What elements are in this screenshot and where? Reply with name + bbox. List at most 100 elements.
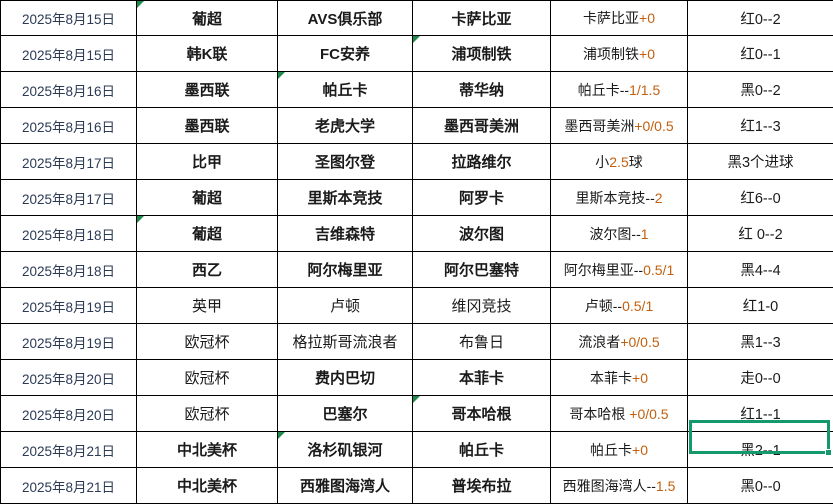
cell-match-date[interactable]: 2025年8月20日 <box>1 360 137 396</box>
cell-result[interactable]: 黑1--3 <box>688 324 833 360</box>
cell-handicap[interactable]: 小2.5球 <box>551 144 688 180</box>
cell-home-team[interactable]: 洛杉矶银河 <box>278 432 413 468</box>
cell-handicap[interactable]: 帕丘卡--1/1.5 <box>551 72 688 108</box>
cell-handicap[interactable]: 卡萨比亚+0 <box>551 1 688 36</box>
cell-handicap[interactable]: 帕丘卡+0 <box>551 432 688 468</box>
cell-league[interactable]: 欧冠杯 <box>137 396 278 432</box>
cell-away-team[interactable]: 墨西哥美洲 <box>413 108 551 144</box>
cell-match-date[interactable]: 2025年8月18日 <box>1 252 137 288</box>
cell-home-team[interactable]: 卢顿 <box>278 288 413 324</box>
cell-handicap[interactable]: 波尔图--1 <box>551 216 688 252</box>
cell-handicap[interactable]: 本菲卡+0 <box>551 360 688 396</box>
cell-match-date[interactable]: 2025年8月16日 <box>1 108 137 144</box>
cell-league[interactable]: 墨西联 <box>137 108 278 144</box>
cell-home-team[interactable]: 圣图尔登 <box>278 144 413 180</box>
cell-handicap[interactable]: 哥本哈根 +0/0.5 <box>551 396 688 432</box>
cell-result[interactable]: 黑0--0 <box>688 468 833 504</box>
cell-handicap[interactable]: 西雅图海湾人--1.5 <box>551 468 688 504</box>
cell-league[interactable]: 葡超 <box>137 180 278 216</box>
cell-match-date[interactable]: 2025年8月21日 <box>1 432 137 468</box>
cell-match-date[interactable]: 2025年8月15日 <box>1 1 137 36</box>
cell-home-team[interactable]: 阿尔梅里亚 <box>278 252 413 288</box>
cell-handicap[interactable]: 里斯本竞技--2 <box>551 180 688 216</box>
cell-league[interactable]: 欧冠杯 <box>137 360 278 396</box>
cell-result[interactable]: 黑3个进球 <box>688 144 833 180</box>
cell-result[interactable]: 红 0--2 <box>688 216 833 252</box>
cell-away-team[interactable]: 哥本哈根 <box>413 396 551 432</box>
cell-home-team[interactable]: FC安养 <box>278 36 413 72</box>
cell-league[interactable]: 比甲 <box>137 144 278 180</box>
cell-result[interactable]: 红0--1 <box>688 36 833 72</box>
cell-home-team[interactable]: AVS俱乐部 <box>278 1 413 36</box>
table-row[interactable]: 2025年8月17日比甲圣图尔登拉路维尔小2.5球黑3个进球 <box>1 144 833 180</box>
cell-home-team[interactable]: 费内巴切 <box>278 360 413 396</box>
cell-away-team[interactable]: 波尔图 <box>413 216 551 252</box>
cell-league[interactable]: 中北美杯 <box>137 432 278 468</box>
cell-away-team[interactable]: 卡萨比亚 <box>413 1 551 36</box>
cell-match-date[interactable]: 2025年8月19日 <box>1 324 137 360</box>
cell-result[interactable]: 黑2--1 <box>688 432 833 468</box>
cell-away-team[interactable]: 阿尔巴塞特 <box>413 252 551 288</box>
cell-home-team[interactable]: 巴塞尔 <box>278 396 413 432</box>
cell-away-team[interactable]: 普埃布拉 <box>413 468 551 504</box>
cell-league[interactable]: 葡超 <box>137 1 278 36</box>
cell-home-team[interactable]: 格拉斯哥流浪者 <box>278 324 413 360</box>
cell-home-team[interactable]: 吉维森特 <box>278 216 413 252</box>
cell-handicap[interactable]: 墨西哥美洲+0/0.5 <box>551 108 688 144</box>
cell-away-team[interactable]: 本菲卡 <box>413 360 551 396</box>
cell-away-team[interactable]: 帕丘卡 <box>413 432 551 468</box>
cell-match-date[interactable]: 2025年8月18日 <box>1 216 137 252</box>
cell-home-team[interactable]: 老虎大学 <box>278 108 413 144</box>
cell-handicap[interactable]: 浦项制铁+0 <box>551 36 688 72</box>
cell-result[interactable]: 红0--2 <box>688 1 833 36</box>
cell-result[interactable]: 黑0--2 <box>688 72 833 108</box>
cell-result[interactable]: 走0--0 <box>688 360 833 396</box>
cell-league[interactable]: 葡超 <box>137 216 278 252</box>
cell-home-team[interactable]: 里斯本竞技 <box>278 180 413 216</box>
cell-match-date[interactable]: 2025年8月20日 <box>1 396 137 432</box>
cell-match-date[interactable]: 2025年8月19日 <box>1 288 137 324</box>
cell-away-team[interactable]: 维冈竞技 <box>413 288 551 324</box>
cell-home-team[interactable]: 帕丘卡 <box>278 72 413 108</box>
cell-result[interactable]: 红1-0 <box>688 288 833 324</box>
cell-away-team[interactable]: 布鲁日 <box>413 324 551 360</box>
cell-handicap[interactable]: 流浪者+0/0.5 <box>551 324 688 360</box>
handicap-number: 1 <box>641 226 649 242</box>
cell-away-team[interactable]: 浦项制铁 <box>413 36 551 72</box>
cell-home-team[interactable]: 西雅图海湾人 <box>278 468 413 504</box>
cell-match-date[interactable]: 2025年8月17日 <box>1 144 137 180</box>
cell-away-team[interactable]: 阿罗卡 <box>413 180 551 216</box>
cell-match-date[interactable]: 2025年8月16日 <box>1 72 137 108</box>
cell-result[interactable]: 红1--1 <box>688 396 833 432</box>
cell-match-date[interactable]: 2025年8月17日 <box>1 180 137 216</box>
cell-league[interactable]: 中北美杯 <box>137 468 278 504</box>
cell-league[interactable]: 欧冠杯 <box>137 324 278 360</box>
cell-league[interactable]: 英甲 <box>137 288 278 324</box>
cell-away-team[interactable]: 拉路维尔 <box>413 144 551 180</box>
cell-league[interactable]: 韩K联 <box>137 36 278 72</box>
cell-result[interactable]: 红6--0 <box>688 180 833 216</box>
cell-result[interactable]: 红1--3 <box>688 108 833 144</box>
cell-result[interactable]: 黑4--4 <box>688 252 833 288</box>
home-team-label: 巴塞尔 <box>322 406 367 423</box>
cell-handicap[interactable]: 阿尔梅里亚--0.5/1 <box>551 252 688 288</box>
cell-league[interactable]: 西乙 <box>137 252 278 288</box>
cell-match-date[interactable]: 2025年8月21日 <box>1 468 137 504</box>
cell-away-team[interactable]: 蒂华纳 <box>413 72 551 108</box>
cell-handicap[interactable]: 卢顿--0.5/1 <box>551 288 688 324</box>
cell-league[interactable]: 墨西联 <box>137 72 278 108</box>
cell-match-date[interactable]: 2025年8月15日 <box>1 36 137 72</box>
